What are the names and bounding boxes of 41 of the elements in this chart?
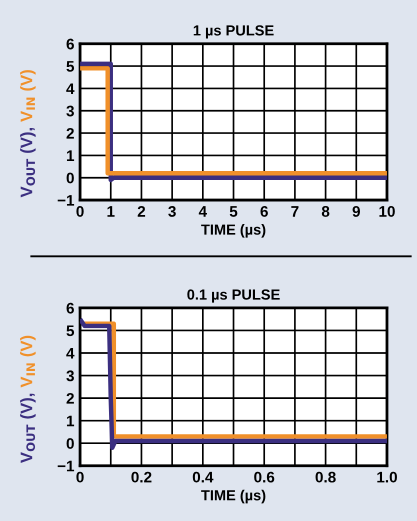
text: V$_{IN}$ (V) <box>20 70 36 122</box>
y-tick-label: 3 <box>66 106 74 116</box>
x-tick-label: 5 <box>230 206 238 217</box>
chart-title: 1 µs PULSE <box>194 25 274 38</box>
x-tick-label: 6 <box>260 206 268 217</box>
y-tick-label: 6 <box>66 302 74 314</box>
x-tick-label: 0.2 <box>131 472 152 483</box>
y-tick-label: 1 <box>66 150 74 161</box>
x-tick-label: 4 <box>198 206 207 217</box>
x-tick-label: 0.6 <box>254 472 274 483</box>
y-tick-label: 4 <box>66 348 74 359</box>
y-tick-label: 5 <box>66 61 74 72</box>
x-tick-label: 0.8 <box>316 472 336 483</box>
y-tick-label: 4 <box>66 83 74 94</box>
y-tick-label: 0 <box>66 172 74 184</box>
x-tick-label: 3 <box>168 206 176 217</box>
y-tick-label: 5 <box>66 325 74 336</box>
x-tick-label: 2 <box>138 206 146 217</box>
chart-title: 0.1 µs PULSE <box>187 289 280 303</box>
y-tick-label: −1 <box>58 460 74 472</box>
text: V$_{IN}$ (V) <box>20 336 36 388</box>
x-axis-title: TIME (µs) <box>201 224 266 238</box>
x-axis-title: TIME (µs) <box>201 490 266 504</box>
x-tick-label: 8 <box>322 206 330 217</box>
x-tick-label: 9 <box>352 206 360 217</box>
x-tick-label: 0 <box>76 206 84 217</box>
text: V$_{OUT}$ (V), <box>20 394 36 464</box>
x-tick-label: 0.4 <box>192 472 214 483</box>
y-tick-label: 6 <box>66 38 74 50</box>
y-tick-label: 2 <box>66 392 74 404</box>
x-tick-label: 1 <box>107 206 115 217</box>
x-tick-label: 1.0 <box>377 472 397 483</box>
x-tick-label: 10 <box>379 206 395 217</box>
y-tick-label: 0 <box>66 438 74 449</box>
y-tick-label: 3 <box>66 370 74 382</box>
y-tick-label: 2 <box>66 128 74 139</box>
y-tick-label: 1 <box>66 416 74 426</box>
text: V$_{OUT}$ (V), <box>20 128 36 198</box>
y-tick-label: −1 <box>58 195 74 206</box>
x-tick-label: 0 <box>76 472 84 483</box>
x-tick-label: 7 <box>291 206 298 217</box>
